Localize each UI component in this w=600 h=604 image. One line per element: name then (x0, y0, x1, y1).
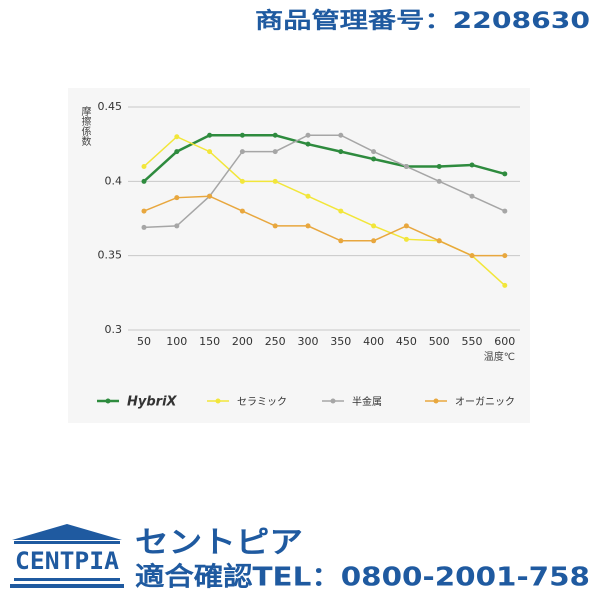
data-point (141, 178, 147, 184)
data-point (174, 149, 180, 155)
y-axis-label: 摩擦係数 (79, 105, 91, 147)
data-point (338, 208, 344, 214)
series-line (143, 134, 506, 229)
logo-roof (12, 524, 122, 540)
x-tick-label: 250 (265, 335, 286, 348)
data-point (403, 163, 409, 169)
data-point (502, 171, 508, 177)
data-point (371, 149, 377, 155)
data-point (371, 223, 377, 229)
data-point (141, 163, 147, 169)
company-name: セントピア (135, 526, 303, 561)
data-point (239, 208, 245, 214)
data-point (436, 163, 442, 169)
x-tick-label: 50 (137, 335, 151, 348)
data-point (371, 156, 377, 162)
x-tick-label: 350 (330, 335, 351, 348)
data-point (469, 253, 475, 259)
data-point (305, 223, 311, 229)
x-tick-label: 200 (232, 335, 253, 348)
data-point (338, 238, 344, 244)
data-point (502, 208, 508, 214)
legend-label: オーガニック (455, 396, 515, 408)
data-point (141, 208, 147, 214)
series-line (143, 133, 506, 183)
legend-label: 半金属 (352, 395, 382, 408)
series-line (143, 195, 505, 257)
data-point (305, 141, 311, 147)
legend-dot (330, 398, 336, 404)
legend-dot (215, 398, 221, 404)
data-point (272, 223, 278, 229)
x-tick-label: 600 (494, 335, 515, 348)
data-point (469, 162, 475, 168)
data-point (502, 282, 508, 288)
logo-text: CENTPIA (15, 547, 120, 575)
data-point (174, 134, 180, 140)
data-point (174, 223, 180, 229)
data-point (272, 149, 278, 155)
x-tick-label: 150 (199, 335, 220, 348)
data-point (174, 195, 180, 201)
x-tick-label: 100 (166, 335, 187, 348)
data-point (371, 238, 377, 244)
data-point (239, 149, 245, 155)
y-tick-label: 0.4 (105, 174, 123, 187)
data-point (305, 193, 311, 199)
data-point (207, 132, 213, 138)
y-tick-label: 0.45 (98, 100, 123, 113)
data-point (239, 178, 245, 184)
data-point (239, 132, 245, 138)
data-point (436, 178, 442, 184)
data-point (436, 238, 442, 244)
legend-label: セラミック (237, 396, 287, 408)
data-point (338, 149, 344, 155)
logo-base (14, 578, 120, 581)
data-point (403, 236, 409, 242)
data-point (338, 132, 344, 138)
data-point (272, 178, 278, 184)
data-point (141, 224, 147, 230)
x-tick-label: 550 (462, 335, 483, 348)
y-tick-label: 0.35 (98, 249, 123, 262)
x-tick-label: 500 (429, 335, 450, 348)
phone: 適合確認TEL：0800-2001-758 (135, 562, 590, 593)
data-point (469, 193, 475, 199)
x-tick-label: 450 (396, 335, 417, 348)
legend-label: HybriX (127, 395, 178, 410)
data-point (305, 132, 311, 138)
x-axis-label: 温度℃ (484, 350, 515, 363)
logo: CENTPIA (10, 524, 124, 588)
legend-dot (433, 398, 439, 404)
data-point (272, 132, 278, 138)
logo-base2 (10, 584, 124, 588)
x-tick-label: 400 (363, 335, 384, 348)
x-tick-label: 300 (298, 335, 319, 348)
legend-dot (105, 398, 111, 404)
y-tick-label: 0.3 (105, 323, 123, 336)
chart: 0.3 0.35 0.4 0.45 50 100 150 200 250 300 350 400 450… (97, 100, 520, 410)
product-number: 商品管理番号：2208630 (255, 8, 590, 34)
data-point (207, 193, 213, 199)
data-point (502, 253, 508, 259)
logo-beam (14, 541, 120, 544)
data-point (207, 149, 213, 155)
data-point (403, 223, 409, 229)
